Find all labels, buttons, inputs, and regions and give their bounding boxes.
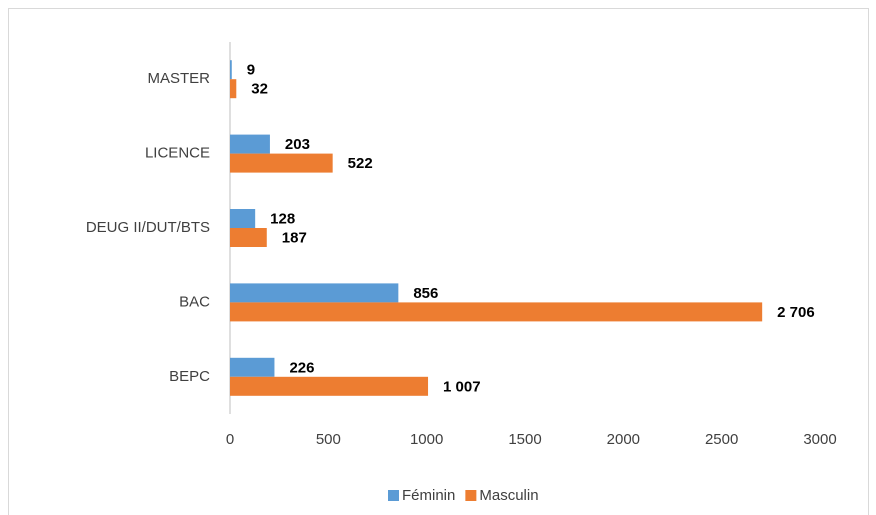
- y-tick-label: MASTER: [147, 70, 210, 87]
- value-label: 128: [270, 210, 295, 227]
- bar: [230, 79, 237, 99]
- x-tick-label: 3000: [803, 431, 836, 448]
- value-label: 187: [282, 229, 307, 246]
- legend-label: Masculin: [479, 487, 538, 504]
- chart-border: [8, 8, 869, 515]
- value-label: 522: [348, 155, 373, 172]
- bar: [230, 134, 270, 154]
- value-label: 856: [413, 285, 438, 302]
- bar: [230, 60, 232, 80]
- y-tick-label: BAC: [179, 293, 210, 310]
- value-label: 9: [247, 62, 255, 79]
- value-label: 2 706: [777, 304, 815, 321]
- bar: [230, 228, 267, 247]
- bar: [230, 283, 399, 303]
- x-tick-label: 500: [316, 431, 341, 448]
- x-tick-label: 2500: [705, 431, 738, 448]
- bar: [230, 302, 763, 322]
- legend-swatch: [465, 490, 477, 501]
- bar: [230, 153, 333, 173]
- value-label: 32: [251, 81, 268, 98]
- x-tick-label: 1500: [508, 431, 541, 448]
- value-label: 203: [285, 136, 310, 153]
- y-tick-label: BEPC: [169, 368, 210, 385]
- legend-swatch: [388, 490, 399, 501]
- legend-label: Féminin: [402, 487, 455, 504]
- bar: [230, 376, 429, 396]
- y-tick-label: DEUG II/DUT/BTS: [86, 219, 210, 236]
- x-tick-label: 2000: [607, 431, 640, 448]
- bar: [230, 209, 256, 228]
- y-tick-label: LICENCE: [145, 145, 210, 162]
- value-label: 1 007: [443, 378, 481, 395]
- bar: [230, 357, 275, 377]
- x-tick-label: 1000: [410, 431, 443, 448]
- value-label: 226: [289, 359, 314, 376]
- x-tick-label: 0: [226, 431, 234, 448]
